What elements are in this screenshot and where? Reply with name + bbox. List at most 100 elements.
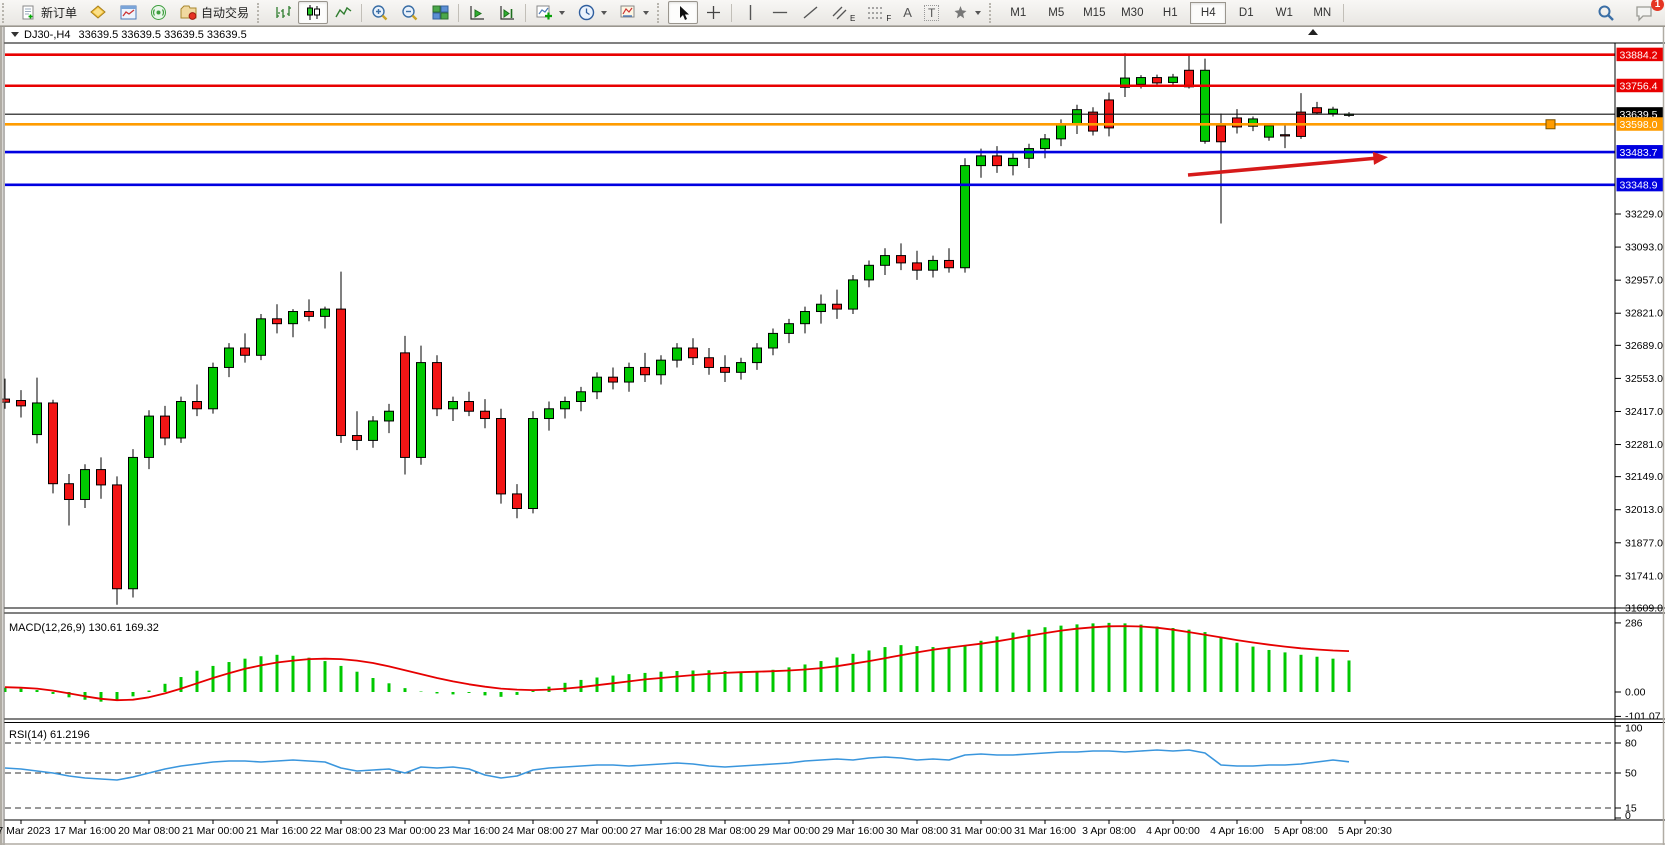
- price-tick-label: 32013.0: [1625, 504, 1663, 516]
- symbol-dropdown-icon[interactable]: [11, 32, 19, 37]
- auto-scroll-button[interactable]: [462, 1, 492, 24]
- annotation-arrow[interactable]: [1187, 151, 1388, 177]
- trendline-icon: [801, 4, 819, 22]
- periods-button[interactable]: [571, 1, 613, 24]
- time-tick-label: 21 Mar 00:00: [182, 825, 244, 837]
- signals-button[interactable]: [143, 1, 173, 24]
- indicators-dropdown-caret[interactable]: [559, 10, 566, 15]
- auto-scroll-icon: [468, 4, 486, 22]
- trendline-tool-button[interactable]: [795, 1, 825, 24]
- toolbar-right-icons: 1: [1591, 0, 1664, 24]
- time-tick-label: 22 Mar 08:00: [310, 825, 372, 837]
- bar-chart-type-button[interactable]: [268, 1, 298, 24]
- rsi-axis: 100 80 50 150: [1615, 723, 1643, 822]
- line-chart-icon: [334, 4, 352, 22]
- chart-borders: [0, 27, 1665, 845]
- time-tick-label: 27 Mar 16:00: [630, 825, 692, 837]
- price-label-text: 33598.0: [1620, 119, 1658, 131]
- arrows-tool-button[interactable]: [945, 1, 987, 24]
- price-tick-label: 33229.0: [1625, 209, 1663, 221]
- cursor-tool-button[interactable]: [668, 1, 699, 24]
- price-tick-label: 32957.0: [1625, 275, 1663, 287]
- rsi-tick-label: 15: [1625, 803, 1637, 815]
- price-tick-label: 32417.0: [1625, 406, 1663, 418]
- notification-badge: 1: [1651, 0, 1664, 11]
- main-toolbar: 新订单 自动交易: [0, 0, 1665, 26]
- templates-dropdown-caret[interactable]: [643, 10, 650, 15]
- price-label-bg: [1616, 177, 1664, 192]
- macd-histogram: [3, 622, 1351, 702]
- bar-chart-icon: [274, 4, 292, 22]
- chart-window-button[interactable]: [113, 1, 143, 24]
- price-tick-label: 32821.0: [1625, 308, 1663, 320]
- signal-icon: [149, 4, 167, 22]
- time-tick-label: 31 Mar 00:00: [950, 825, 1012, 837]
- timeframe-button-H1[interactable]: H1: [1162, 6, 1178, 19]
- price-tick-label: 32281.0: [1625, 439, 1663, 451]
- time-tick-label: 5 Apr 20:30: [1338, 825, 1392, 837]
- price-lines[interactable]: 33884.233756.433639.533598.033483.733348…: [5, 47, 1664, 192]
- toolbar-divider: [1343, 3, 1345, 22]
- price-tick-label: 33093.0: [1625, 242, 1663, 254]
- timeframe-button-M1[interactable]: M1: [1010, 6, 1027, 19]
- crosshair-tool-button[interactable]: [698, 1, 728, 24]
- rsi-level-lines: [5, 742, 1615, 809]
- vertical-line-tool-button[interactable]: [735, 1, 765, 24]
- search-button[interactable]: [1591, 1, 1621, 24]
- time-tick-label: 5 Apr 08:00: [1274, 825, 1328, 837]
- new-order-button[interactable]: 新订单: [13, 1, 83, 24]
- toolbar-separator: [2, 2, 11, 23]
- timeframe-button-M15[interactable]: M15: [1083, 6, 1106, 19]
- templates-button[interactable]: [613, 1, 655, 24]
- fibo-letter: F: [886, 14, 892, 23]
- market-watch-button[interactable]: [83, 1, 113, 24]
- autotrading-button[interactable]: 自动交易: [173, 1, 255, 24]
- timeframe-group: M1 M5 M15 M30 H1 H4 D1 W1 MN: [1000, 1, 1340, 24]
- timeframe-button-D1[interactable]: D1: [1238, 6, 1254, 19]
- time-tick-label: 27 Mar 00:00: [566, 825, 628, 837]
- macd-axis: 286 0.00 -101.07: [1615, 617, 1661, 723]
- notifications-button[interactable]: 1: [1629, 0, 1664, 24]
- autotrading-label: 自动交易: [201, 6, 250, 20]
- rsi-tick-label: 80: [1625, 738, 1637, 750]
- text-tool-button[interactable]: A: [897, 1, 918, 24]
- channel-tool-button[interactable]: E: [825, 1, 861, 24]
- timeframe-button-M30[interactable]: M30: [1121, 6, 1144, 19]
- horizontal-line-tool-button[interactable]: [765, 1, 795, 24]
- price-label-bg: [1616, 117, 1664, 131]
- line-selection-handle[interactable]: [1545, 119, 1556, 130]
- indicators-button[interactable]: [529, 1, 571, 24]
- line-chart-type-button[interactable]: [328, 1, 358, 24]
- timeframe-button-MN[interactable]: MN: [1313, 6, 1332, 19]
- horizontal-line-icon: [771, 4, 789, 22]
- time-tick-label: 29 Mar 00:00: [758, 825, 820, 837]
- rsi-line: [4, 749, 1350, 781]
- fibonacci-tool-button[interactable]: F: [861, 1, 897, 24]
- indicators-icon: [535, 4, 553, 22]
- tile-windows-button[interactable]: [425, 1, 455, 24]
- macd-tick-label: 0.00: [1625, 687, 1646, 699]
- timeframe-button-M5[interactable]: M5: [1048, 6, 1065, 19]
- zoom-out-button[interactable]: [395, 1, 425, 24]
- gold-chart-icon: [89, 4, 107, 22]
- chat-bubble-icon: [1635, 4, 1653, 22]
- zoom-in-button[interactable]: [365, 1, 395, 24]
- candlestick-chart-type-button[interactable]: [298, 1, 329, 24]
- toolbar-divider: [731, 3, 733, 22]
- chart-shift-marker[interactable]: [1308, 29, 1318, 35]
- arrows-dropdown-caret[interactable]: [975, 10, 982, 15]
- timeframe-button-H4[interactable]: H4: [1190, 1, 1227, 24]
- periods-dropdown-caret[interactable]: [601, 10, 608, 15]
- price-label-text: 33884.2: [1620, 49, 1658, 61]
- price-tick-label: 31877.0: [1625, 537, 1663, 549]
- macd-signal-line: [4, 625, 1350, 702]
- text-tool-icon: A: [903, 5, 912, 20]
- new-order-icon: [19, 4, 37, 22]
- time-tick-label: 28 Mar 08:00: [694, 825, 756, 837]
- time-tick-label: 23 Mar 16:00: [438, 825, 500, 837]
- timeframe-button-W1[interactable]: W1: [1275, 6, 1293, 19]
- chart-shift-icon: [498, 4, 516, 22]
- text-label-tool-button[interactable]: T: [918, 1, 945, 24]
- chart-shift-button[interactable]: [492, 1, 522, 24]
